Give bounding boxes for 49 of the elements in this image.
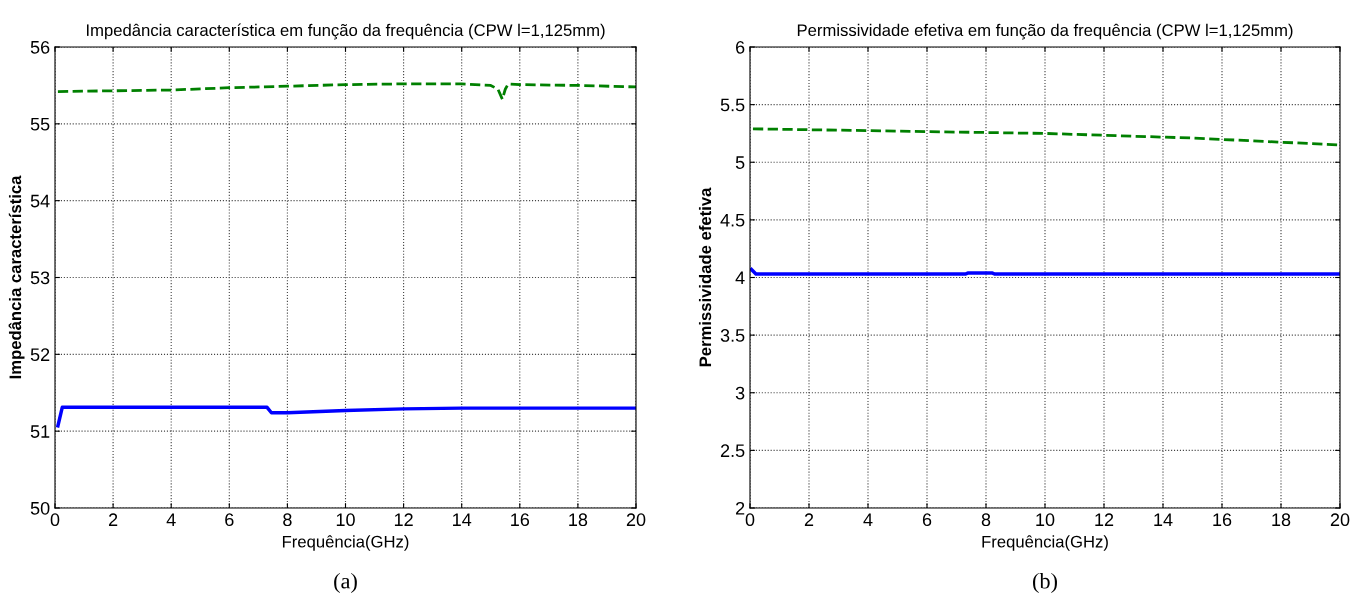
x-tick-label: 12 <box>1095 513 1114 526</box>
line-series <box>751 127 1340 147</box>
y-tick-label: 3.5 <box>720 329 745 342</box>
x-tick-label: 18 <box>569 513 588 527</box>
y-tick-label: 51 <box>30 425 50 438</box>
y-tick-label: 53 <box>30 271 50 285</box>
y-tick-label: 4.5 <box>720 214 745 227</box>
line-series <box>56 82 636 101</box>
y-tick-label: 52 <box>30 348 50 362</box>
chart-title: Impedância característica em função da frequência (CPW l=1,125mm) <box>86 23 605 40</box>
y-tick-label: 4 <box>735 271 745 285</box>
x-tick-label: 16 <box>1213 513 1232 527</box>
y-tick-label: 5 <box>735 156 745 169</box>
x-tick-label: 6 <box>225 513 234 527</box>
x-tick-label: 20 <box>626 513 646 527</box>
x-tick-label: 10 <box>1036 513 1055 527</box>
x-tick-label: 2 <box>804 513 814 526</box>
y-tick-label: 50 <box>30 501 50 515</box>
y-tick-label: 6 <box>736 40 745 54</box>
line-series <box>56 405 636 428</box>
x-tick-label: 20 <box>1330 513 1350 527</box>
x-tick-label: 16 <box>511 513 530 527</box>
text: (b) <box>1033 572 1057 594</box>
y-tick-label: 2 <box>736 501 745 515</box>
chart-title: Permissividade efetiva em função da frequência (CPW l=1,125mm) <box>797 23 1293 40</box>
x-tick-label: 0 <box>50 513 60 527</box>
x-tick-label: 2 <box>108 513 118 526</box>
x-tick-label: 8 <box>283 513 292 527</box>
y-axis-title: Impedância característica <box>8 175 25 379</box>
text: (a) <box>334 572 357 594</box>
x-tick-label: 14 <box>1154 513 1173 526</box>
x-tick-label: 14 <box>453 513 472 526</box>
y-tick-label: 55 <box>30 117 50 131</box>
x-axis-title: Frequência(GHz) <box>982 535 1108 551</box>
x-tick-label: 6 <box>922 513 932 527</box>
x-tick-label: 12 <box>394 513 413 526</box>
x-tick-label: 0 <box>745 513 755 527</box>
x-tick-label: 8 <box>981 513 991 527</box>
y-tick-label: 54 <box>30 194 50 208</box>
y-tick-label: 5.5 <box>720 98 745 112</box>
x-tick-label: 4 <box>166 513 176 526</box>
y-tick-label: 56 <box>30 40 50 54</box>
y-axis-title: Permissividade efetiva <box>698 187 712 367</box>
y-tick-label: 2.5 <box>720 444 745 458</box>
x-axis-title: Frequência(GHz) <box>282 535 409 551</box>
x-tick-label: 10 <box>336 513 355 527</box>
x-tick-label: 4 <box>863 513 873 526</box>
y-tick-label: 3 <box>735 386 745 400</box>
x-tick-label: 18 <box>1272 513 1291 527</box>
